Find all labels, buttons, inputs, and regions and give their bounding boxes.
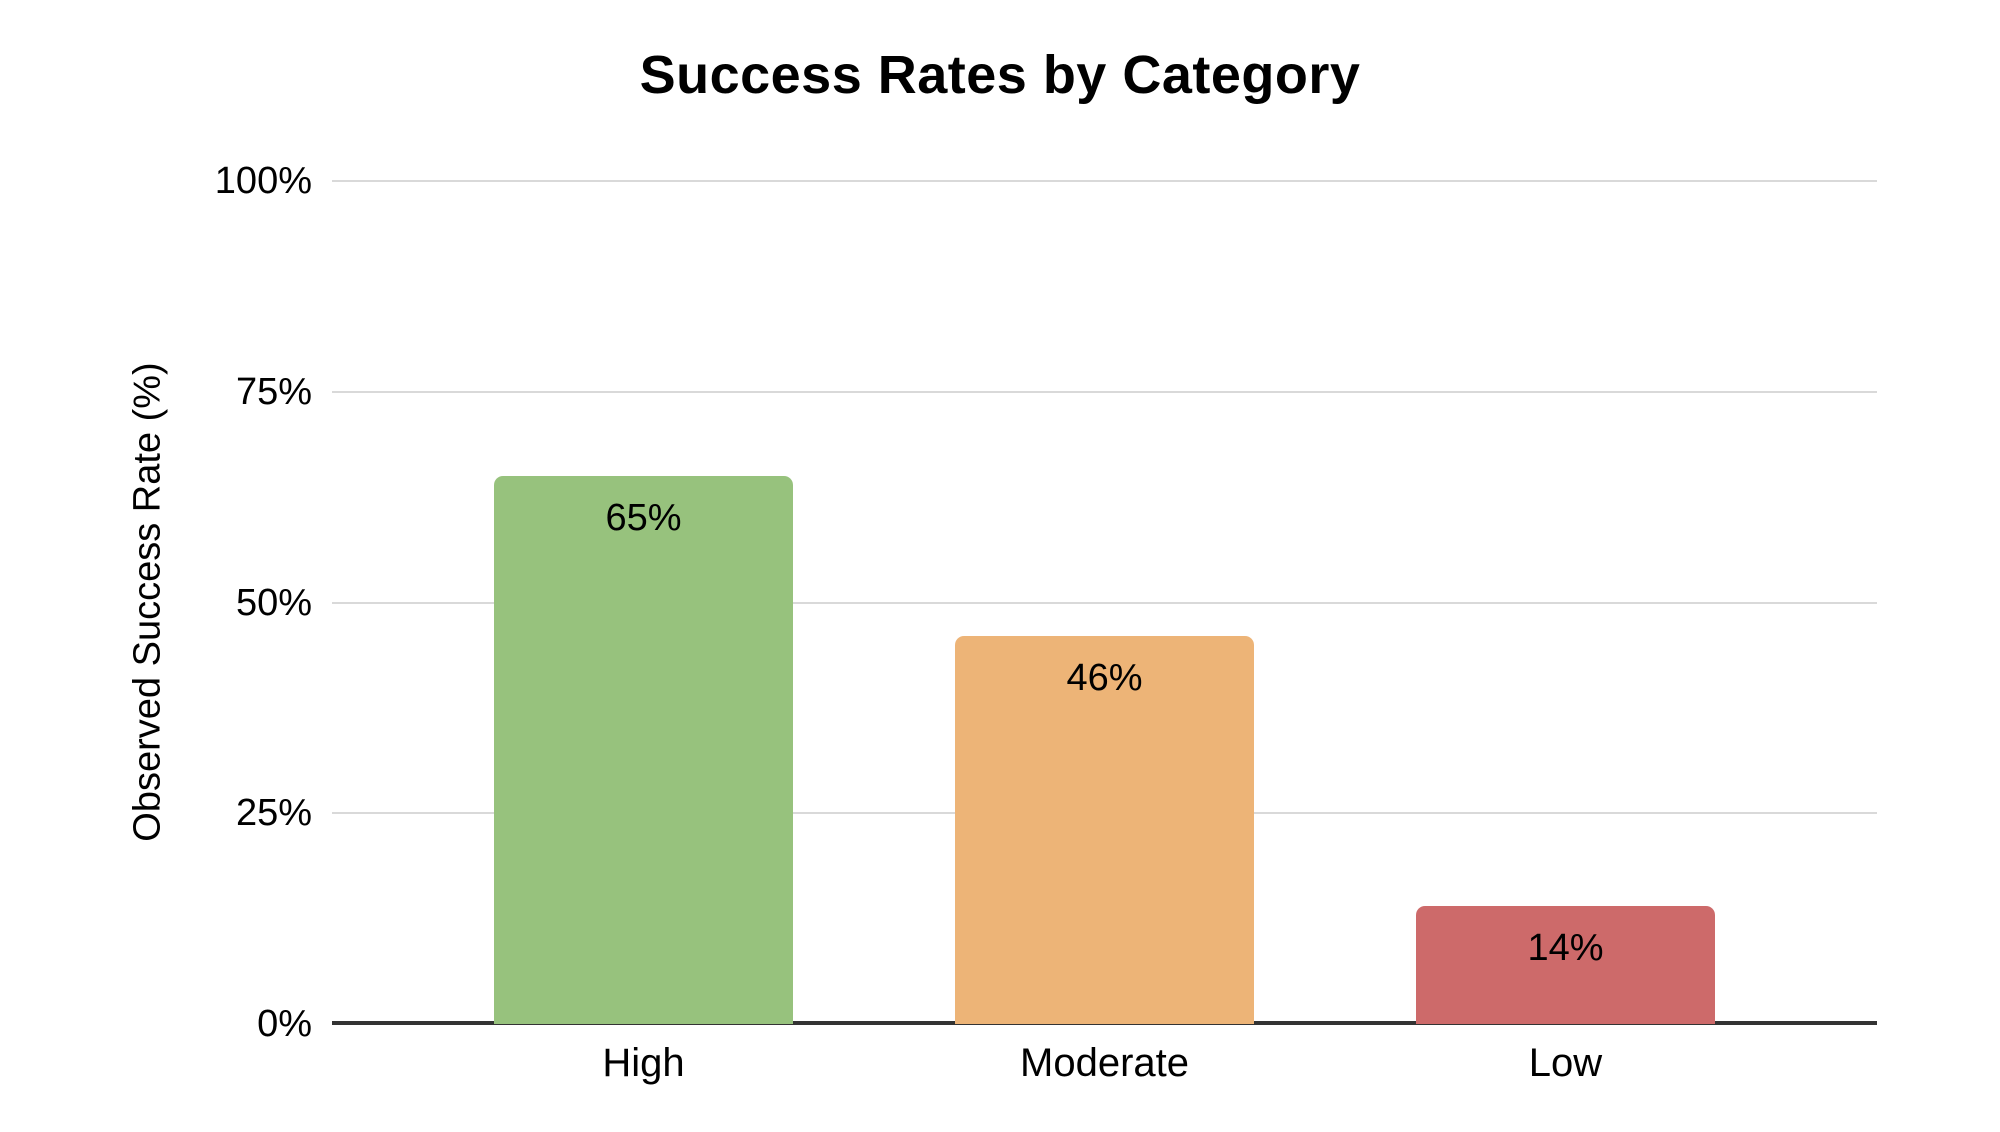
gridline-50% (332, 601, 1877, 604)
chart-title: Success Rates by Category (639, 45, 1361, 105)
bar-value-label-low: 14% (1527, 926, 1604, 969)
bar-high[interactable] (494, 476, 793, 1024)
y-tick-label-25%: 25% (235, 792, 312, 835)
bar-low[interactable] (1416, 905, 1715, 1024)
gridline-100% (332, 180, 1877, 182)
bar-value-label-high: 65% (605, 497, 682, 540)
y-tick-label-100%: 100% (214, 160, 312, 202)
y-tick-label-0%: 0% (257, 1003, 312, 1045)
y-tick-label-75%: 75% (235, 370, 312, 413)
bar-value-label-moderate: 46% (1066, 657, 1143, 700)
x-tick-label-high: High (602, 1041, 685, 1085)
gridline-75% (332, 390, 1877, 393)
x-tick-label-moderate: Moderate (1020, 1041, 1189, 1085)
bar-moderate[interactable] (955, 636, 1254, 1024)
y-tick-label-50%: 50% (235, 581, 312, 624)
x-tick-label-low: Low (1528, 1041, 1603, 1085)
